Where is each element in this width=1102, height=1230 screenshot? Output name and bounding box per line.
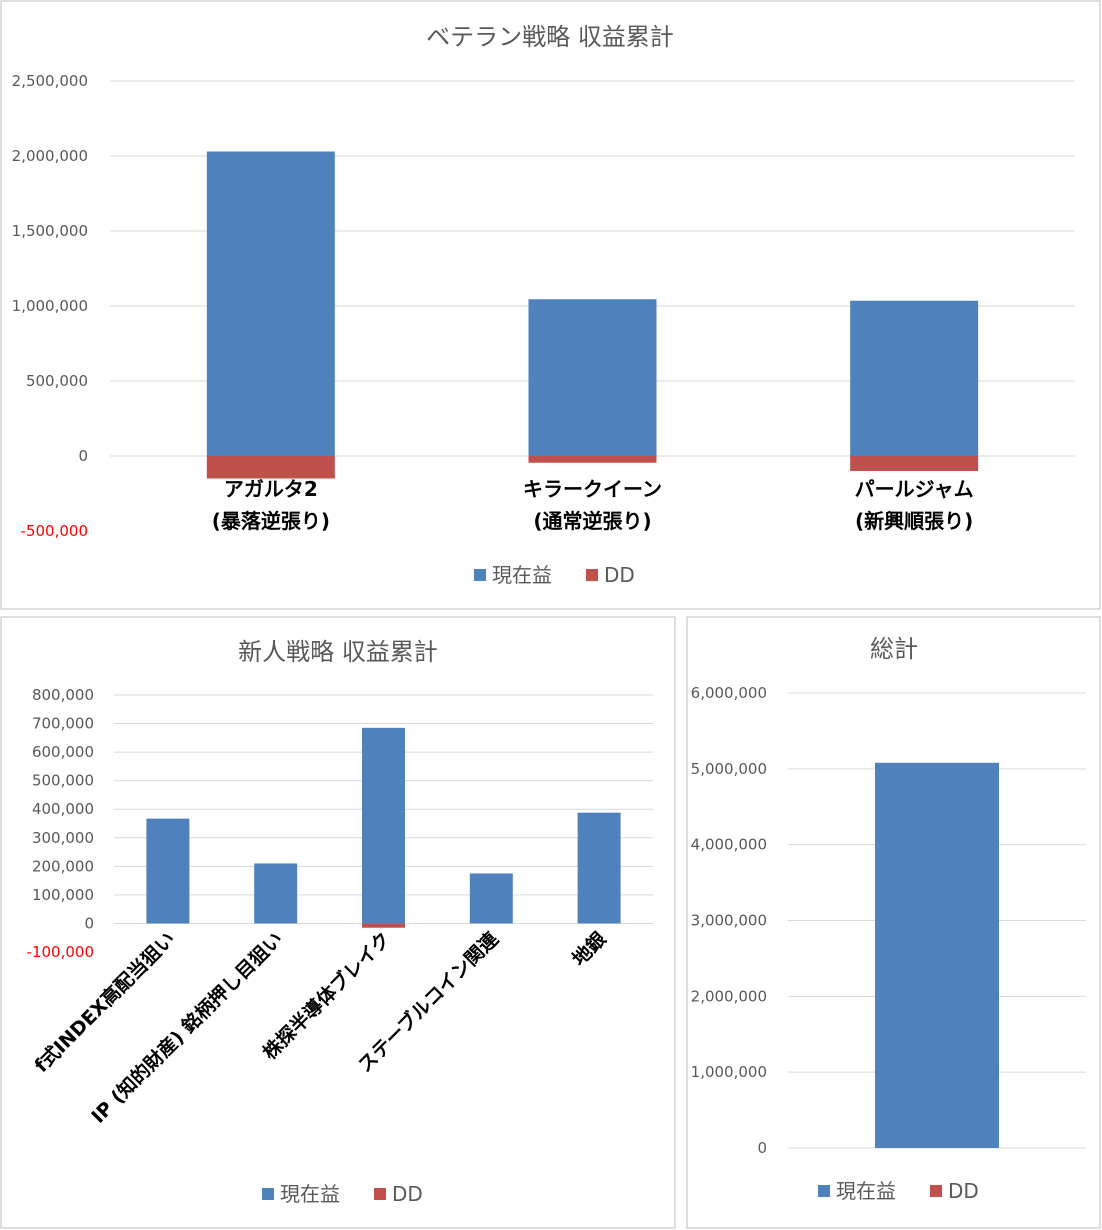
- bar-dd: [850, 456, 979, 471]
- category-label: (新興順張り): [855, 509, 973, 533]
- y-tick-label: 300,000: [32, 829, 94, 847]
- y-tick-label: 800,000: [32, 686, 94, 704]
- category-label: キラークイーン: [523, 477, 662, 501]
- legend-swatch: [374, 1188, 386, 1200]
- bar-profit: [577, 812, 621, 924]
- rookie-chart-frame: [0, 616, 676, 1229]
- bar-profit: [206, 151, 335, 456]
- y-tick-label: 500,000: [32, 772, 94, 790]
- legend-label: 現在益: [280, 1182, 340, 1206]
- y-tick-label: 6,000,000: [691, 684, 767, 702]
- y-tick-label: 1,000,000: [12, 297, 88, 315]
- legend-swatch: [930, 1185, 942, 1197]
- veteran-strategy-chart: ベテラン戦略 収益累計 -500,000 0 500,000 1,000,000 1,50…: [12, 23, 1075, 587]
- y-tick-label: 0: [757, 1139, 767, 1157]
- category-label: アガルタ2: [224, 477, 318, 501]
- legend-swatch: [474, 569, 486, 581]
- y-tick-label: 700,000: [32, 715, 94, 733]
- y-tick-label: 0: [84, 914, 94, 932]
- chart-title: 新人戦略 収益累計: [238, 638, 438, 666]
- legend-swatch: [818, 1185, 830, 1197]
- y-tick-label: -100,000: [27, 943, 94, 961]
- legend-label: DD: [604, 563, 635, 587]
- y-tick-label: 3,000,000: [691, 912, 767, 930]
- y-tick-label: 200,000: [32, 857, 94, 875]
- y-tick-label: 4,000,000: [691, 836, 767, 854]
- legend-swatch: [586, 569, 598, 581]
- category-label: パールジャム: [855, 477, 974, 501]
- y-tick-label: 600,000: [32, 743, 94, 761]
- bar-profit: [362, 727, 405, 924]
- bar-profit: [146, 818, 190, 924]
- y-tick-label: 100,000: [32, 886, 94, 904]
- bar-profit: [875, 762, 999, 1148]
- y-tick-label: 500,000: [26, 372, 88, 390]
- y-tick-label: 2,000,000: [691, 987, 767, 1005]
- bar-profit: [254, 863, 298, 924]
- y-tick-label: 400,000: [32, 800, 94, 818]
- legend-label: 現在益: [836, 1179, 896, 1203]
- category-label: (暴落逆張り): [212, 509, 330, 533]
- total-chart: 総計 0 1,000,000 2,000,000 3,000,000 4,000,000 5…: [691, 635, 1086, 1203]
- y-tick-label: 1,000,000: [691, 1063, 767, 1081]
- legend-swatch: [262, 1188, 274, 1200]
- chart-title: ベテラン戦略 収益累計: [426, 23, 674, 51]
- bar-dd: [362, 923, 405, 928]
- bar-dd: [528, 456, 657, 463]
- legend-label: DD: [392, 1182, 423, 1206]
- bar-profit: [469, 873, 513, 924]
- bar-profit: [850, 300, 979, 456]
- y-tick-label: 2,000,000: [12, 147, 88, 165]
- legend-label: 現在益: [492, 563, 552, 587]
- bar-profit: [528, 299, 657, 456]
- y-tick-label: 0: [78, 447, 88, 465]
- y-tick-label: 1,500,000: [12, 222, 88, 240]
- bar-dd: [206, 456, 335, 479]
- y-tick-label: 2,500,000: [12, 72, 88, 90]
- legend-label: DD: [948, 1179, 979, 1203]
- category-label: (通常逆張り): [533, 509, 651, 533]
- y-tick-label: 5,000,000: [691, 760, 767, 778]
- chart-title: 総計: [870, 635, 918, 663]
- y-tick-label: -500,000: [21, 522, 88, 540]
